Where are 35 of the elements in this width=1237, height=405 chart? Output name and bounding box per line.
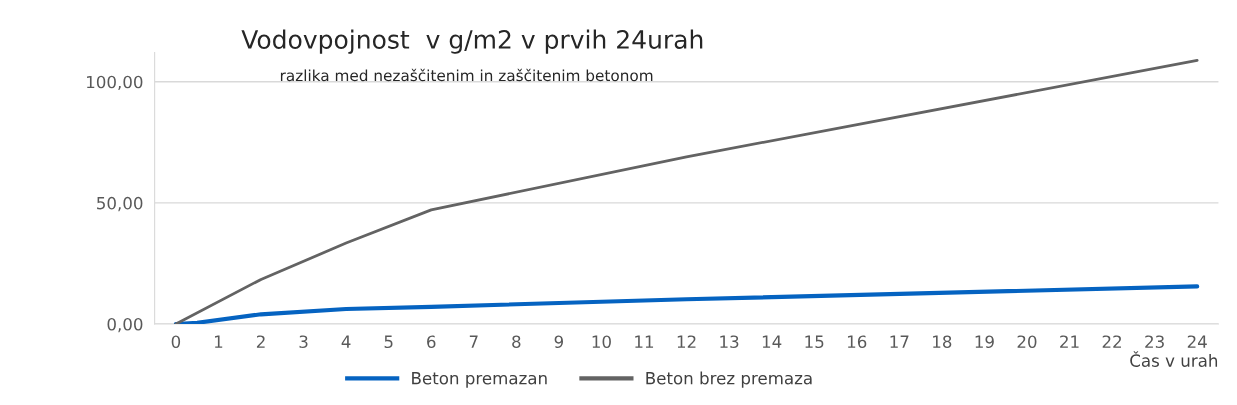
x-axis-title: Čas v urah (1130, 351, 1218, 367)
x-tick-label: 17 (890, 335, 909, 348)
line-series (173, 284, 1200, 324)
x-tick-label: 11 (635, 335, 654, 348)
y-tick-label: 100,00 (87, 75, 143, 90)
x-tick-label: 7 (469, 335, 478, 348)
x-tick-label: 24 (1187, 335, 1207, 348)
x-tick-label: 19 (975, 335, 994, 349)
x-tick-label: 8 (512, 335, 521, 349)
x-tick-label: 12 (677, 335, 696, 348)
x-tick-label: 22 (1102, 335, 1121, 348)
line-series (174, 59, 1199, 324)
legend-label: Beton premazan (412, 372, 547, 388)
x-tick-label: 15 (805, 335, 824, 349)
x-tick-label: 21 (1060, 335, 1079, 348)
x-tick-label: 6 (427, 335, 436, 349)
chart-title: Vodovpojnost v g/m2 v prvih 24urah (241, 29, 703, 54)
x-tick-label: 20 (1017, 335, 1037, 349)
x-tick-label: 13 (720, 335, 739, 349)
y-tick-label: 50,00 (97, 196, 143, 212)
text: razlika med nezaščitenim in zaščitenim betonom (280, 68, 653, 82)
x-tick-label: 10 (592, 335, 611, 349)
x-tick-label: 1 (214, 335, 223, 348)
x-tick-label: 3 (299, 335, 308, 349)
x-tick-label: 9 (554, 335, 564, 349)
legend-label: Beton brez premaza (646, 371, 812, 388)
x-tick-label: 5 (384, 335, 393, 349)
y-tick-label: 0,00 (107, 317, 143, 333)
x-tick-label: 16 (847, 335, 867, 349)
x-tick-label: 14 (762, 335, 782, 348)
x-tick-label: 2 (256, 335, 265, 348)
x-tick-label: 18 (933, 335, 952, 349)
x-tick-label: 23 (1145, 335, 1164, 349)
x-tick-label: 4 (341, 335, 351, 348)
x-tick-label: 0 (171, 335, 181, 349)
